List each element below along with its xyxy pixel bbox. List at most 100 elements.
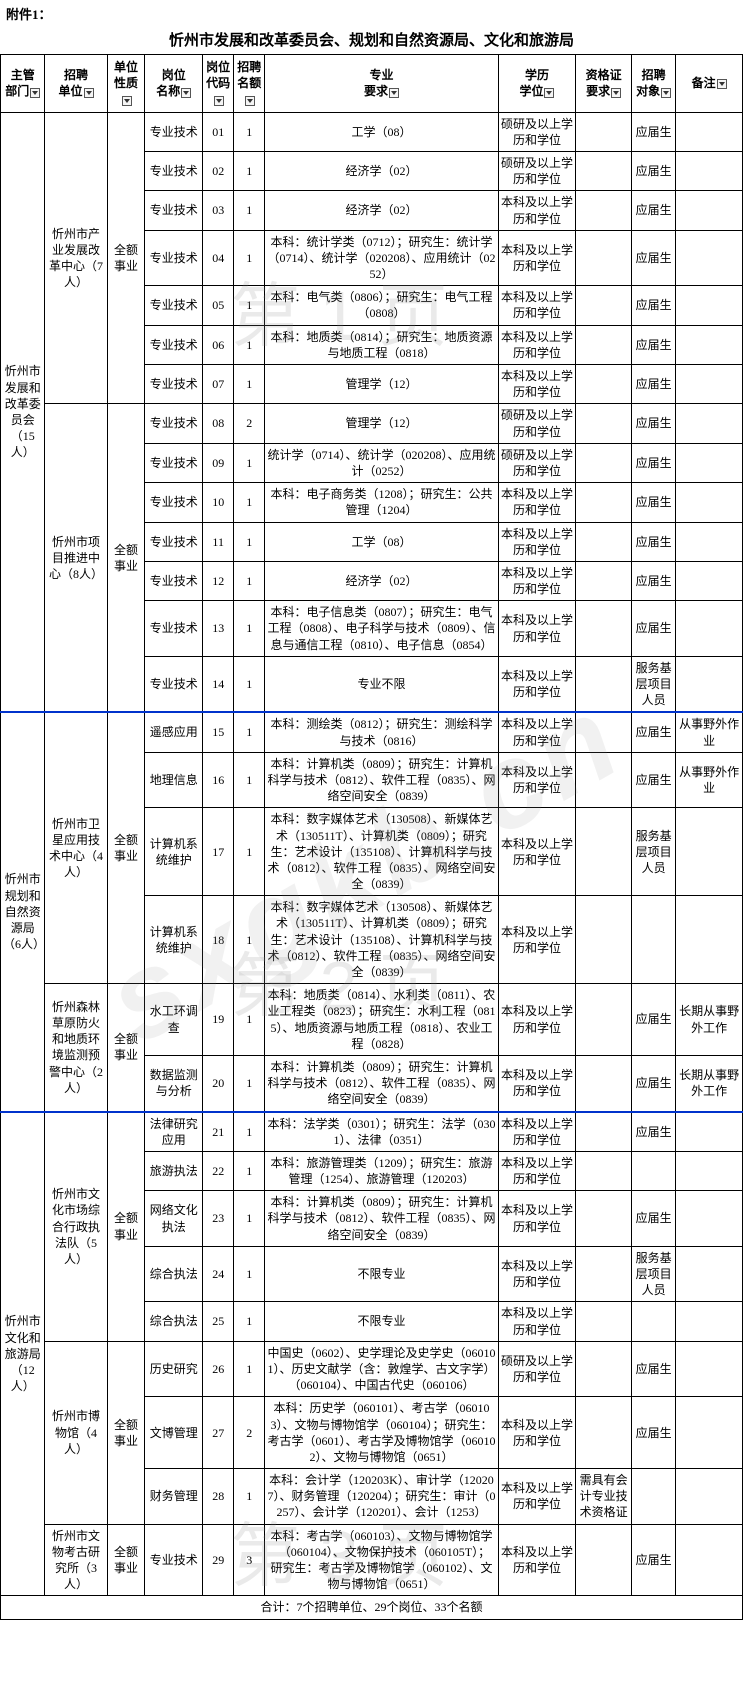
target-cell: 应届生 [631,151,675,190]
filter-dropdown-icon[interactable] [181,88,191,98]
major-cell: 本科：电子商务类（1208）；研究生：公共管理（1204） [265,483,498,522]
remark-cell [676,325,743,364]
unit-type-cell: 全额事业 [107,1341,145,1524]
unit-cell: 忻州市项目推进中心（8人） [45,404,107,713]
major-cell: 本科：电子信息类（0807）；研究生：电气工程（0808）、电子科学与技术（08… [265,601,498,657]
col-header-post_code[interactable]: 岗位 代码 [203,55,234,113]
code-cell: 29 [203,1524,234,1596]
col-header-post_name[interactable]: 岗位 名称 [145,55,203,113]
code-cell: 11 [203,522,234,561]
count-cell: 1 [234,365,265,404]
edu-cell: 本科及以上学历和学位 [498,601,576,657]
edu-cell: 本科及以上学历和学位 [498,365,576,404]
remark-cell: 从事野外作业 [676,752,743,808]
count-cell: 2 [234,404,265,443]
code-cell: 15 [203,712,234,752]
unit-cell: 忻州市卫星应用技术中心（4人） [45,712,107,983]
table-row: 忻州市文化和旅游局（12人）忻州市文化市场综合行政执法队（5人）全额事业法律研究… [1,1112,743,1152]
remark-cell [676,286,743,325]
filter-dropdown-icon[interactable] [122,96,132,106]
target-cell: 服务基层项目人员 [631,808,675,896]
count-cell: 1 [234,286,265,325]
cert-cell [576,522,632,561]
target-cell: 服务基层项目人员 [631,656,675,712]
filter-dropdown-icon[interactable] [84,88,94,98]
filter-dropdown-icon[interactable] [717,79,727,89]
post-cell: 遥感应用 [145,712,203,752]
remark-cell: 长期从事野外工作 [676,984,743,1056]
filter-dropdown-icon[interactable] [389,88,399,98]
filter-dropdown-icon[interactable] [245,96,255,106]
remark-cell [676,1524,743,1596]
col-header-target[interactable]: 招聘 对象 [631,55,675,113]
cert-cell [576,483,632,522]
target-cell: 应届生 [631,325,675,364]
col-header-cert[interactable]: 资格证 要求 [576,55,632,113]
post-cell: 专业技术 [145,522,203,561]
col-header-unit[interactable]: 招聘 单位 [45,55,107,113]
edu-cell: 本科及以上学历和学位 [498,896,576,984]
remark-cell [676,191,743,230]
col-header-remark[interactable]: 备注 [676,55,743,113]
unit-type-cell: 全额事业 [107,712,145,983]
target-cell: 服务基层项目人员 [631,1246,675,1302]
cert-cell [576,808,632,896]
major-cell: 专业不限 [265,656,498,712]
col-header-edu[interactable]: 学历 学位 [498,55,576,113]
target-cell: 应届生 [631,1191,675,1247]
edu-cell: 本科及以上学历和学位 [498,984,576,1056]
edu-cell: 本科及以上学历和学位 [498,1151,576,1190]
code-cell: 19 [203,984,234,1056]
code-cell: 25 [203,1302,234,1341]
filter-dropdown-icon[interactable] [661,88,671,98]
edu-cell: 本科及以上学历和学位 [498,1112,576,1152]
target-cell [631,896,675,984]
code-cell: 26 [203,1341,234,1397]
remark-cell [676,404,743,443]
unit-type-cell: 全额事业 [107,1112,145,1342]
post-cell: 计算机系统维护 [145,808,203,896]
target-cell: 应届生 [631,1341,675,1397]
code-cell: 17 [203,808,234,896]
cert-cell [576,752,632,808]
post-cell: 地理信息 [145,752,203,808]
post-cell: 计算机系统维护 [145,896,203,984]
edu-cell: 本科及以上学历和学位 [498,1191,576,1247]
count-cell: 1 [234,1246,265,1302]
col-header-major[interactable]: 专业 要求 [265,55,498,113]
unit-cell: 忻州市文物考古研究所（3人） [45,1524,107,1596]
target-cell: 应届生 [631,561,675,600]
count-cell: 1 [234,1055,265,1111]
major-cell: 经济学（02） [265,151,498,190]
code-cell: 13 [203,601,234,657]
col-header-dept[interactable]: 主管 部门 [1,55,45,113]
major-cell: 经济学（02） [265,561,498,600]
unit-type-cell: 全额事业 [107,112,145,404]
filter-dropdown-icon[interactable] [611,88,621,98]
filter-dropdown-icon[interactable] [30,88,40,98]
target-cell: 应届生 [631,443,675,482]
major-cell: 本科：考古学（060103）、文物与博物馆学（060104）、文物保护技术（06… [265,1524,498,1596]
post-cell: 专业技术 [145,286,203,325]
major-cell: 本科：历史学（060101）、考古学（060103）、文物与博物馆学（06010… [265,1397,498,1469]
post-cell: 网络文化执法 [145,1191,203,1247]
edu-cell: 本科及以上学历和学位 [498,1524,576,1596]
major-cell: 工学（08） [265,112,498,151]
filter-dropdown-icon[interactable] [214,96,224,106]
unit-cell: 忻州森林草原防火和地质环境监测预警中心（2人） [45,984,107,1112]
post-cell: 财务管理 [145,1469,203,1525]
major-cell: 本科：旅游管理类（1209）；研究生：旅游管理（1254）、旅游管理（12020… [265,1151,498,1190]
target-cell: 应届生 [631,230,675,286]
table-row: 忻州市规划和自然资源局（6人）忻州市卫星应用技术中心（4人）全额事业遥感应用15… [1,712,743,752]
remark-cell [676,656,743,712]
remark-cell [676,1151,743,1190]
edu-cell: 本科及以上学历和学位 [498,1302,576,1341]
col-header-count[interactable]: 招聘 名额 [234,55,265,113]
remark-cell [676,483,743,522]
filter-dropdown-icon[interactable] [544,88,554,98]
summary-row: 合计：7个招聘单位、29个岗位、33个名额 [1,1596,743,1619]
target-cell: 应届生 [631,984,675,1056]
target-cell [631,1151,675,1190]
major-cell: 本科：会计学（120203K）、审计学（120207）、财务管理（120204）… [265,1469,498,1525]
col-header-unit_type[interactable]: 单位 性质 [107,55,145,113]
